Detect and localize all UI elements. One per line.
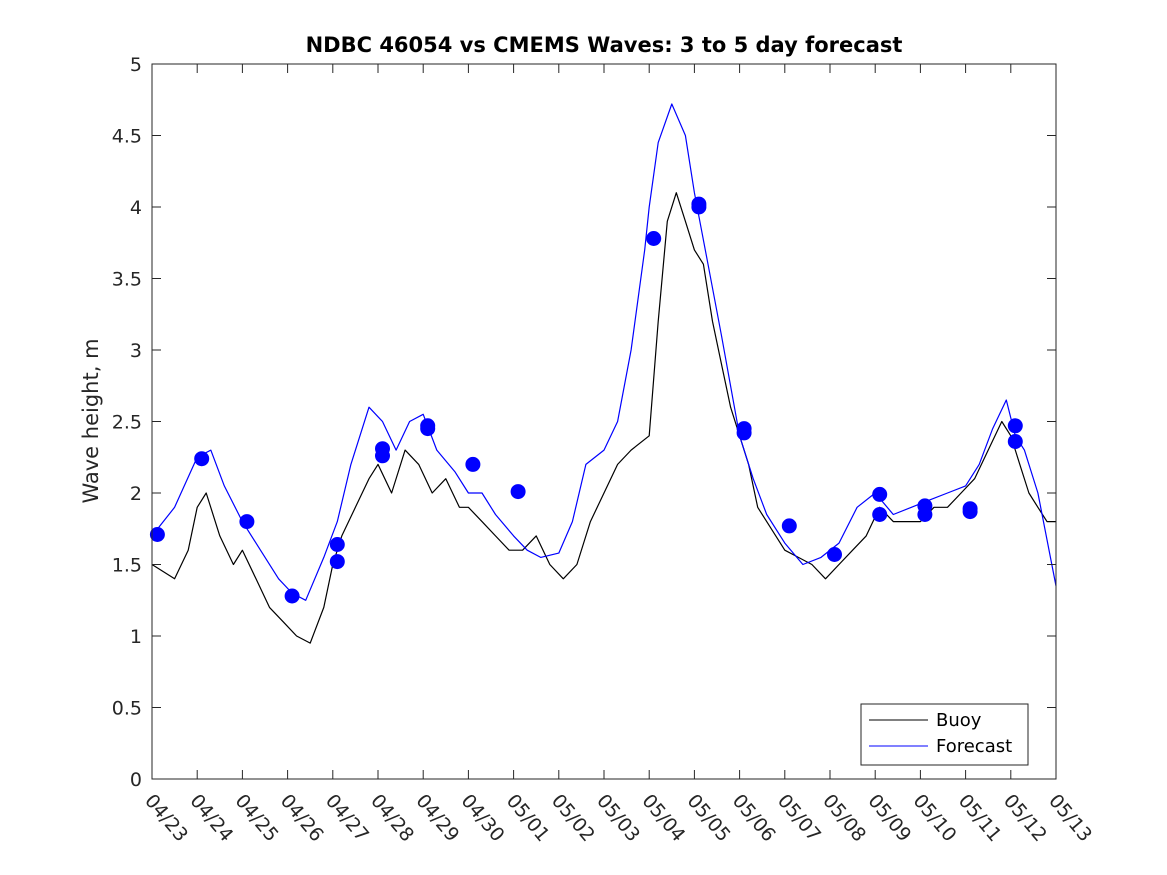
plot-area [152, 64, 1056, 779]
chart-title: NDBC 46054 vs CMEMS Waves: 3 to 5 day fo… [306, 33, 903, 57]
legend-label-buoy: Buoy [936, 710, 982, 731]
y-tick-label: 2 [130, 483, 142, 505]
forecast-marker [239, 514, 255, 530]
forecast-marker [1007, 418, 1023, 434]
forecast-marker [465, 456, 481, 472]
marker-layer [149, 196, 1023, 604]
forecast-marker [691, 199, 707, 215]
legend-box [860, 703, 1029, 766]
forecast-marker [420, 421, 436, 437]
forecast-marker [1007, 434, 1023, 449]
legend: Buoy Forecast [860, 703, 1029, 766]
forecast-marker [917, 507, 933, 522]
forecast-marker [872, 486, 888, 502]
forecast-marker [781, 518, 797, 534]
series-line-forecast [151, 103, 1057, 601]
y-axis-label: Wave height, m [79, 338, 103, 503]
y-tick-label: 0.5 [112, 698, 142, 720]
y-tick-label: 4.5 [112, 126, 142, 148]
forecast-marker [962, 504, 978, 520]
legend-label-forecast: Forecast [936, 736, 1012, 757]
y-tick-label: 3.5 [112, 269, 142, 291]
y-tick-label: 0 [130, 769, 142, 791]
forecast-marker [872, 507, 888, 522]
forecast-marker [646, 231, 662, 246]
y-tick-label: 2.5 [112, 412, 142, 434]
y-axis: 0 0.5 1 1.5 2 2.5 3 3.5 4 4.5 5 [112, 54, 1056, 791]
forecast-marker [375, 448, 390, 464]
y-tick-label: 4 [130, 197, 142, 219]
forecast-marker [284, 588, 300, 604]
forecast-marker [827, 547, 842, 562]
y-tick-label: 5 [130, 54, 142, 76]
forecast-marker [329, 554, 345, 570]
series-layer [151, 103, 1057, 644]
forecast-marker [736, 425, 752, 441]
forecast-marker [329, 537, 345, 552]
forecast-marker [194, 451, 210, 467]
y-tick-label: 1 [130, 626, 142, 648]
forecast-marker [510, 484, 526, 500]
y-tick-label: 1.5 [112, 555, 142, 577]
forecast-marker [149, 527, 165, 542]
y-tick-label: 3 [130, 340, 142, 362]
series-line-buoy [151, 192, 1056, 644]
